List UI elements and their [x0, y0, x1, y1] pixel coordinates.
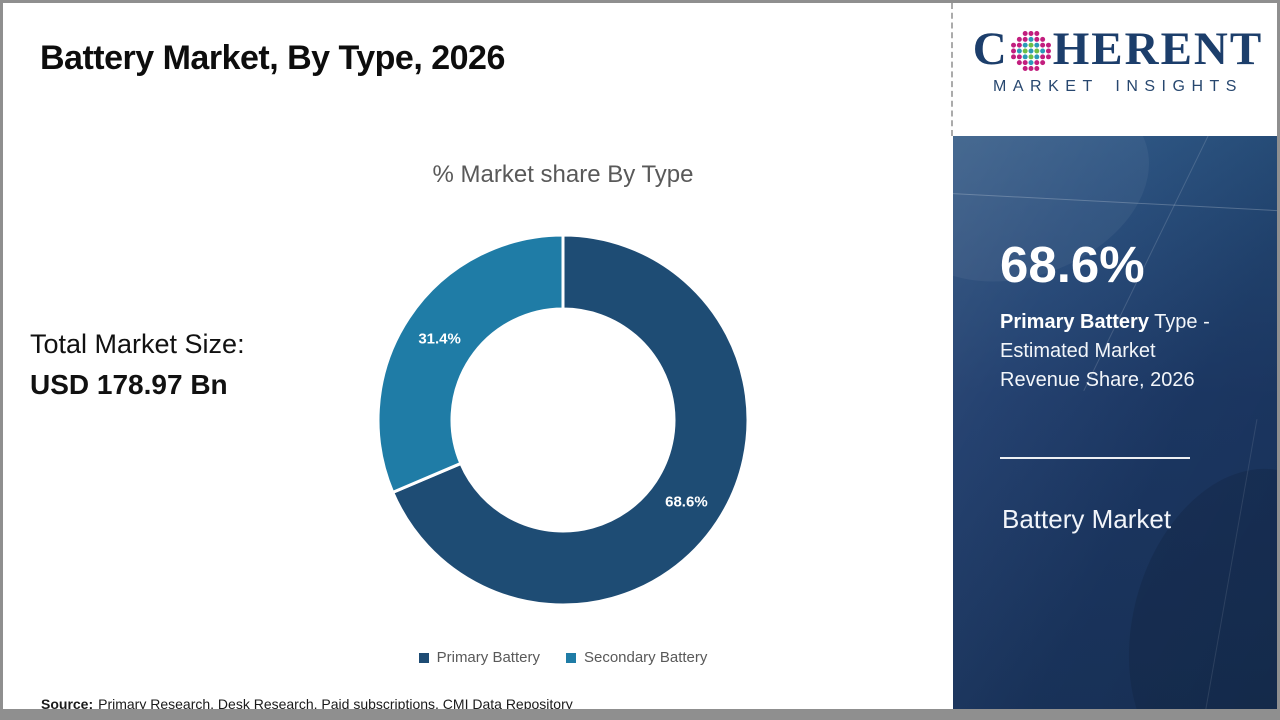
brand-letter-c: C — [972, 23, 1009, 75]
source-label: Source: — [41, 696, 94, 712]
globe-dot — [1022, 42, 1028, 48]
legend-label: Secondary Battery — [583, 649, 708, 666]
coherent-globe-icon — [1010, 31, 1051, 71]
total-market-size-block: Total Market Size: USD 178.97 Bn — [30, 329, 245, 401]
globe-dot — [1045, 42, 1051, 48]
globe-dot — [1039, 48, 1045, 54]
globe-dot — [1039, 42, 1045, 48]
slice-primary-battery — [391, 233, 750, 607]
chart-title: % Market share By Type — [432, 161, 694, 188]
brand-logo: C HERENT MARKET INSIGHTS — [951, 3, 1277, 136]
slide-bottom-edge — [3, 709, 1277, 717]
globe-dot — [1016, 42, 1022, 48]
globe-dot — [1022, 36, 1028, 42]
globe-dot — [1028, 54, 1034, 60]
globe-dot — [1028, 31, 1034, 37]
globe-dot — [1034, 42, 1040, 48]
globe-dot — [1045, 48, 1051, 54]
globe-dot — [1022, 54, 1028, 60]
highlight-stat-value: 68.6% — [1000, 236, 1145, 293]
globe-dot — [1010, 42, 1016, 48]
globe-dot — [1034, 54, 1040, 60]
main-content: Battery Market, By Type, 2026 % Market s… — [3, 3, 951, 717]
sidebar: C HERENT MARKET INSIGHTS 68.6% Primary B… — [951, 3, 1277, 717]
globe-dot — [1034, 48, 1040, 54]
slice-secondary-battery — [376, 233, 565, 494]
globe-dot — [1028, 60, 1034, 66]
legend-swatch-icon — [565, 652, 576, 663]
donut-chart: 68.6% 31.4% — [376, 233, 750, 607]
total-market-size-value: USD 178.97 Bn — [30, 369, 228, 400]
globe-dot — [1022, 31, 1028, 37]
globe-dot — [1010, 54, 1016, 60]
globe-dot — [1045, 54, 1051, 60]
globe-dot — [1028, 36, 1034, 42]
globe-dot — [1028, 42, 1034, 48]
brand-subtitle: MARKET INSIGHTS — [993, 78, 1243, 95]
market-name: Battery Market — [1002, 504, 1172, 534]
sidebar-divider — [1000, 457, 1190, 459]
globe-dot — [1039, 60, 1045, 66]
source-line: Source: Primary Research, Desk Research, … — [41, 696, 573, 712]
slice-label-68.6%: 68.6% — [665, 494, 708, 511]
chart-legend: Primary Battery Secondary Battery — [333, 649, 793, 666]
globe-dot — [1034, 65, 1040, 71]
map-texture-blob — [1095, 442, 1277, 716]
globe-dot — [1034, 31, 1040, 37]
legend-item-secondary-battery: Secondary Battery — [565, 649, 708, 666]
globe-dot — [1016, 60, 1022, 66]
globe-dot — [1039, 36, 1045, 42]
globe-dot — [1028, 48, 1034, 54]
total-market-size-label: Total Market Size: — [30, 329, 245, 359]
globe-dot — [1022, 48, 1028, 54]
source-text: Primary Research, Desk Research, Paid su… — [98, 696, 573, 712]
page-title: Battery Market, By Type, 2026 — [40, 39, 505, 77]
brand-wordmark: C HERENT — [953, 23, 1277, 75]
globe-dot — [1028, 65, 1034, 71]
legend-label: Primary Battery — [436, 649, 540, 666]
stat-description-bold: Primary Battery — [1000, 311, 1149, 333]
globe-dot — [1034, 36, 1040, 42]
sidebar-panel: 68.6% Primary Battery Type - Estimated M… — [953, 136, 1277, 716]
slice-label-31.4%: 31.4% — [418, 330, 461, 347]
brand-letters-rest: HERENT — [1052, 23, 1264, 75]
globe-dot — [1034, 60, 1040, 66]
globe-dot — [1016, 36, 1022, 42]
globe-dot — [1010, 48, 1016, 54]
legend-swatch-icon — [418, 652, 429, 663]
globe-dot — [1016, 54, 1022, 60]
legend-item-primary-battery: Primary Battery — [418, 649, 540, 666]
globe-dot — [1022, 65, 1028, 71]
globe-dot — [1016, 48, 1022, 54]
highlight-stat-description: Primary Battery Type - Estimated Market … — [1000, 308, 1224, 395]
globe-dot — [1022, 60, 1028, 66]
globe-dot — [1039, 54, 1045, 60]
stat-description-rest: Type - Estimated Market Revenue Share, 2… — [1000, 311, 1210, 391]
